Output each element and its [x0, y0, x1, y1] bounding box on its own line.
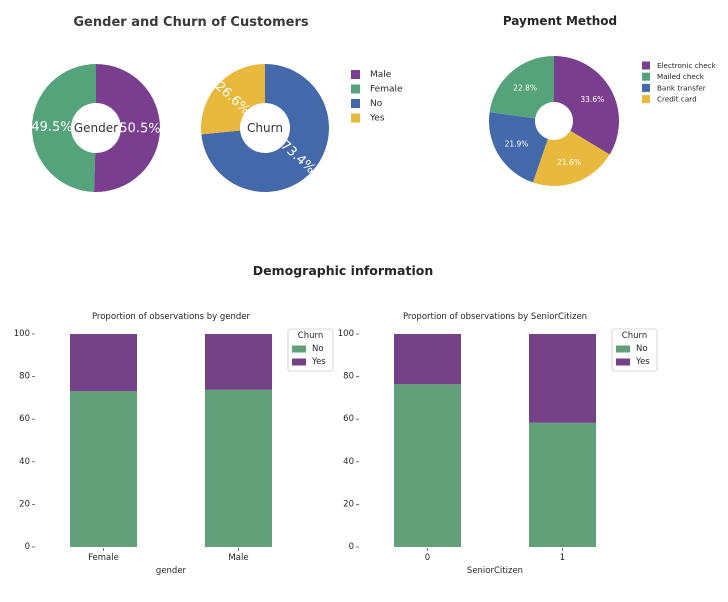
legend-swatch-no	[616, 345, 630, 353]
demographic-title: Demographic information	[253, 263, 434, 278]
legend-label-electronic-check: Electronic check	[657, 61, 717, 70]
bar-1-yes	[529, 334, 596, 423]
slice-no	[201, 64, 329, 193]
legend-label-no: No	[370, 99, 383, 109]
slice-label-bank-transfer: 21.9%	[505, 140, 529, 149]
slice-label-electronic-check: 33.6%	[580, 95, 604, 104]
legend-label-mailed-check: Mailed check	[657, 72, 705, 81]
bar-0-yes	[394, 334, 461, 385]
slice-credit-card	[532, 130, 610, 187]
y-tick-label: 80	[343, 372, 354, 382]
x-tick-label: Male	[228, 553, 248, 563]
gender-donut-chart: 50.5% 49.5% Gender	[31, 64, 161, 192]
legend-label-female: Female	[370, 85, 403, 95]
bar-legend-title: Churn	[622, 331, 647, 341]
legend-label-male: Male	[370, 70, 392, 80]
bar-0-no	[394, 384, 461, 547]
y-tick-label: 100	[14, 329, 30, 339]
slice-label-mailed-check: 22.8%	[513, 83, 537, 92]
slice-label-credit-card: 21.6%	[557, 158, 581, 167]
bar-female-yes	[70, 334, 137, 392]
legend-swatch-female	[351, 84, 360, 94]
legend-label-yes: Yes	[635, 357, 650, 367]
slice-yes	[200, 64, 265, 135]
legend-label-yes: Yes	[369, 114, 385, 124]
slice-label-female: 49.5%	[31, 119, 73, 135]
payment-title: Payment Method	[503, 14, 617, 28]
bar-chart-title: Proportion of observations by SeniorCiti…	[403, 312, 587, 322]
legend-swatch-yes	[351, 113, 360, 123]
bar-male-no	[205, 389, 272, 547]
x-tick-label: Female	[88, 553, 119, 563]
y-tick-label: 20	[343, 499, 354, 509]
legend-label-bank-transfer: Bank transfer	[657, 83, 706, 92]
legend-swatch-yes	[616, 358, 630, 366]
bar-male-yes	[205, 334, 272, 390]
y-tick-label: 60	[343, 414, 354, 424]
bar-1-no	[529, 422, 596, 547]
x-axis-label: SeniorCitizen	[467, 566, 523, 576]
legend-swatch-no	[292, 345, 306, 353]
slice-electronic-check	[554, 55, 619, 155]
slice-female	[32, 64, 96, 192]
slice-label-male: 50.5%	[119, 121, 161, 137]
y-tick-label: 0	[25, 542, 30, 552]
bar-chart-title: Proportion of observations by gender	[92, 312, 251, 322]
y-tick-label: 40	[343, 457, 354, 467]
y-tick-label: 60	[19, 414, 30, 424]
y-tick-label: 0	[349, 542, 354, 552]
legend-swatch-no	[351, 99, 360, 108]
legend-swatch-electronic-check	[642, 61, 650, 70]
y-tick-label: 20	[19, 499, 30, 509]
gender-bar-chart: Proportion of observations by gender 0 20 4…	[14, 312, 334, 576]
y-tick-label: 100	[338, 329, 354, 339]
legend-swatch-yes	[292, 358, 306, 366]
x-tick-label: 0	[425, 553, 430, 563]
bar-legend-title: Churn	[298, 331, 323, 341]
senior-citizen-bar-chart: Proportion of observations by SeniorCiti…	[338, 312, 658, 576]
donut-figure-title: Gender and Churn of Customers	[73, 15, 308, 30]
payment-method-pie-chart: Payment Method 33.6% 21.6% 21.9% 22.8% Electr…	[489, 14, 717, 187]
slice-male	[93, 64, 161, 192]
x-axis-label: gender	[156, 566, 187, 576]
bar-female-no	[70, 391, 137, 547]
slice-bank-transfer	[489, 112, 548, 183]
y-tick-label: 80	[19, 372, 30, 382]
legend-swatch-credit-card	[642, 95, 650, 104]
y-tick-label: 40	[19, 457, 30, 467]
center-label: Gender	[74, 121, 118, 135]
x-tick-label: 1	[560, 553, 565, 563]
churn-donut-chart: 73.4%26.6%Churn	[200, 64, 329, 193]
donut-legend: Male Female No Yes	[351, 70, 403, 124]
slice-mailed-check	[489, 56, 554, 119]
legend-label-yes: Yes	[311, 357, 326, 367]
legend-label-credit-card: Credit card	[657, 95, 697, 104]
legend-label-no: No	[312, 344, 324, 354]
legend-label-no: No	[636, 344, 648, 354]
center-label: Churn	[247, 121, 283, 135]
legend-swatch-mailed-check	[642, 72, 650, 81]
legend-swatch-male	[351, 70, 360, 79]
legend-swatch-bank-transfer	[642, 83, 650, 92]
